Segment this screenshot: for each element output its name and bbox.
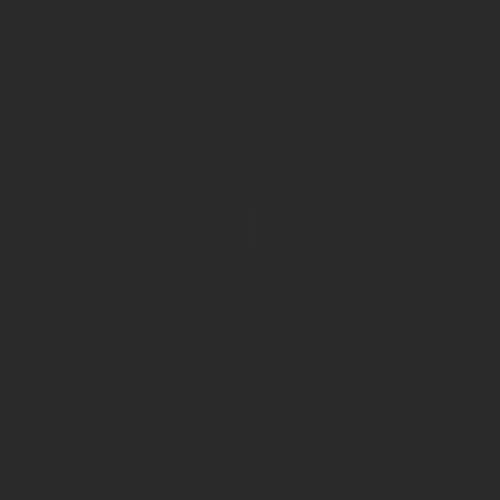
Text: O: O [246, 189, 254, 198]
Text: HO: HO [136, 170, 149, 178]
Text: HO: HO [350, 170, 364, 178]
Text: OCH₃: OCH₃ [346, 322, 368, 330]
Text: HO: HO [136, 322, 149, 330]
